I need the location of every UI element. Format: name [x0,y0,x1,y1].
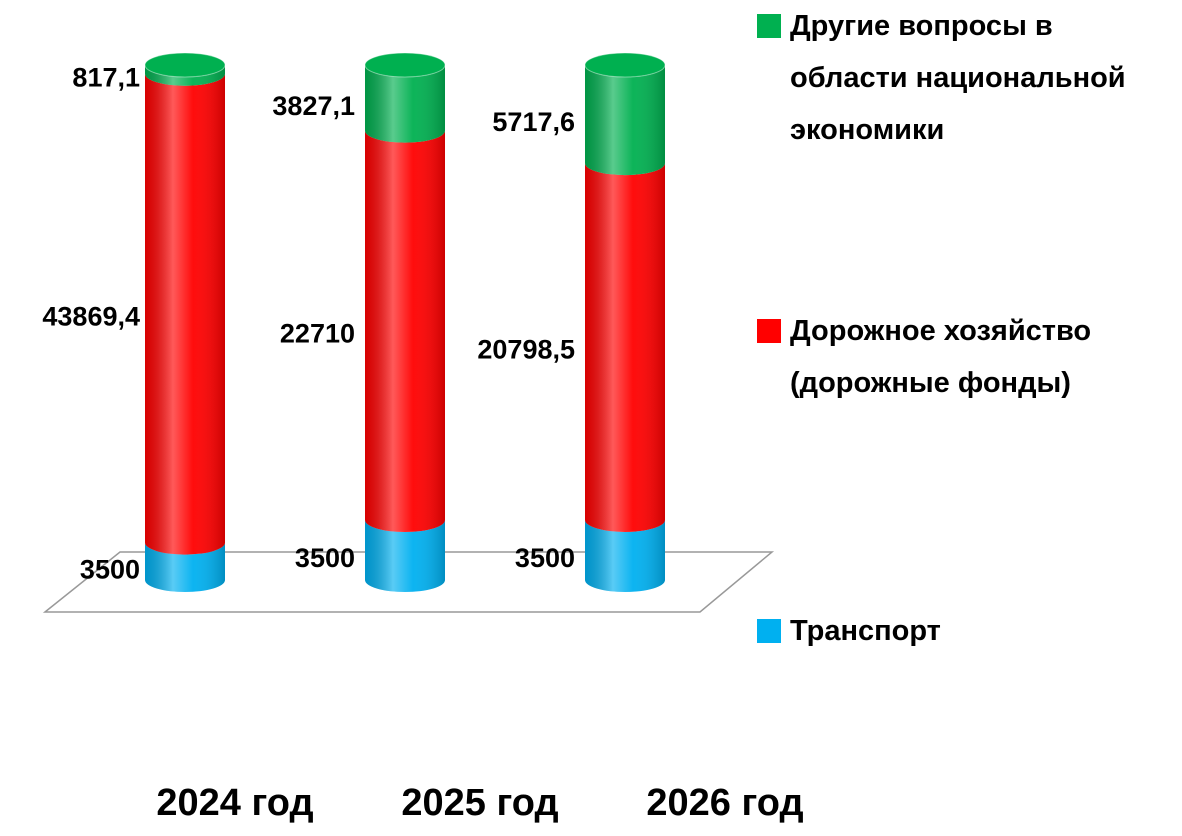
floor [42,551,775,613]
bar-top [144,52,226,78]
value-label: 20798,5 [477,335,575,365]
legend-label: Дорожное хозяйство (дорожные фонды) [790,315,1092,399]
segment-shine [365,519,445,592]
value-label: 3500 [515,543,575,573]
x-tick-label: 2026 год [646,782,803,824]
segment-shine [365,130,445,532]
value-label: 43869,4 [42,301,140,331]
legend-swatch [757,14,781,38]
segment-shine [145,73,225,555]
value-label: 3500 [80,554,140,584]
bar-top [364,52,446,78]
segment-shine [585,65,665,176]
segment-shine [145,65,225,86]
value-label: 3500 [295,543,355,573]
x-tick-label: 2025 год [401,782,558,824]
value-label: 22710 [280,318,355,348]
legend-swatch [757,619,781,643]
segment-shine [585,163,665,532]
legend-label: Транспорт [790,615,941,647]
value-label: 5717,6 [492,107,575,137]
legend-entry: Дорожное хозяйство (дорожные фонды) [757,305,1157,409]
x-tick-label: 2024 год [156,782,313,824]
value-label: 817,1 [72,62,140,92]
bar-top [584,52,666,78]
segment-shine [585,519,665,592]
legend-entry: Другие вопросы в области национальной эк… [757,0,1157,156]
legend-label: Другие вопросы в области национальной эк… [790,10,1126,146]
legend-entry: Транспорт [757,605,1157,657]
legend-swatch [757,319,781,343]
value-label: 3827,1 [272,91,355,121]
segment-shine [145,542,225,592]
segment-shine [365,65,445,143]
